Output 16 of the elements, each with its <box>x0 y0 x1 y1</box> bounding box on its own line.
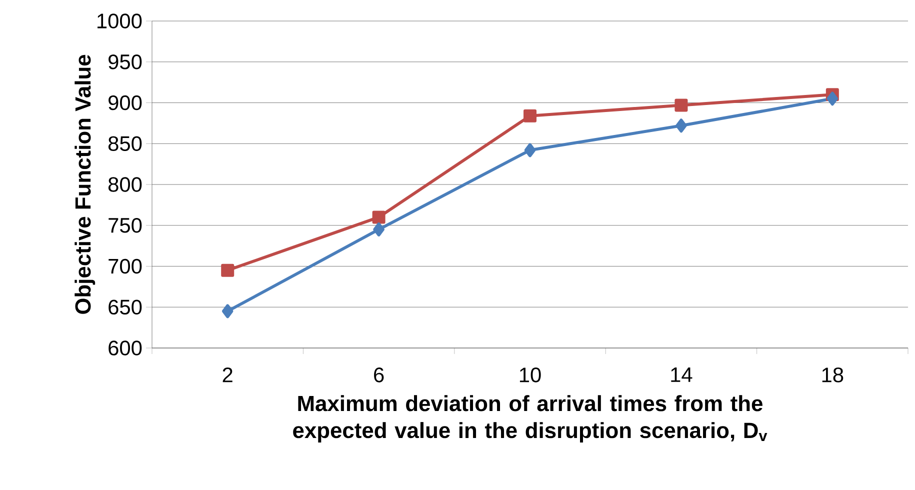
x-tick-label: 6 <box>374 368 384 382</box>
y-tick-label: 650 <box>108 300 142 315</box>
y-tick-label: 700 <box>108 258 142 274</box>
y-tick-label: 900 <box>108 95 142 110</box>
x-tick-label: 14 <box>671 368 692 382</box>
y-tick-label: 1000 <box>98 14 142 28</box>
y-tick-label: 750 <box>108 218 142 233</box>
y-tick-label: 600 <box>108 340 142 356</box>
x-tick-label: 18 <box>822 368 844 382</box>
y-tick-label: 950 <box>108 54 142 70</box>
y-axis-title: Objective Function Value <box>74 54 96 314</box>
x-axis-title: Maximum deviation of arrival times from the expected value in the disruption scenario, D$_{v}$ <box>293 395 768 442</box>
y-tick-label: 850 <box>108 136 142 152</box>
x-tick-label: 2 <box>222 368 232 382</box>
y-tick-label: 800 <box>108 177 142 192</box>
x-tick-label: 10 <box>520 368 541 382</box>
